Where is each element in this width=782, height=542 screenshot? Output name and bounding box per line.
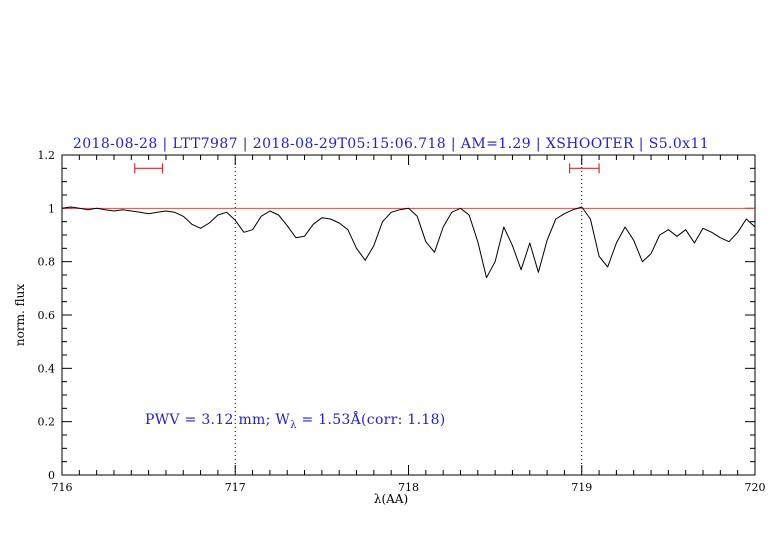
spectrum-line bbox=[61, 206, 756, 279]
x-tick-label: 717 bbox=[225, 481, 246, 494]
x-tick-label: 718 bbox=[398, 481, 419, 494]
y-tick-label: 0.2 bbox=[38, 416, 56, 429]
y-tick-label: 1 bbox=[48, 202, 55, 215]
x-tick-label: 720 bbox=[745, 481, 766, 494]
pwv-annotation-text-2: = 1.53Å(corr: 1.18) bbox=[296, 412, 446, 428]
y-tick-label: 0.8 bbox=[38, 256, 56, 269]
x-tick-label: 719 bbox=[571, 481, 592, 494]
pwv-annotation: PWV = 3.12 mm; Wλ = 1.53Å(corr: 1.18) bbox=[145, 412, 446, 431]
x-tick-label: 716 bbox=[52, 481, 73, 494]
y-tick-label: 1.2 bbox=[38, 149, 56, 162]
y-tick-label: 0.6 bbox=[38, 309, 56, 322]
y-tick-label: 0 bbox=[48, 469, 55, 482]
pwv-annotation-subscript: λ bbox=[290, 419, 297, 431]
pwv-annotation-text: PWV = 3.12 mm; W bbox=[145, 412, 291, 428]
plot-title: 2018-08-28 | LTT7987 | 2018-08-29T05:15:… bbox=[72, 136, 710, 152]
y-tick-label: 0.4 bbox=[38, 362, 56, 375]
x-axis-label: λ(AA) bbox=[373, 492, 409, 506]
y-axis-label: norm. flux bbox=[13, 283, 27, 347]
